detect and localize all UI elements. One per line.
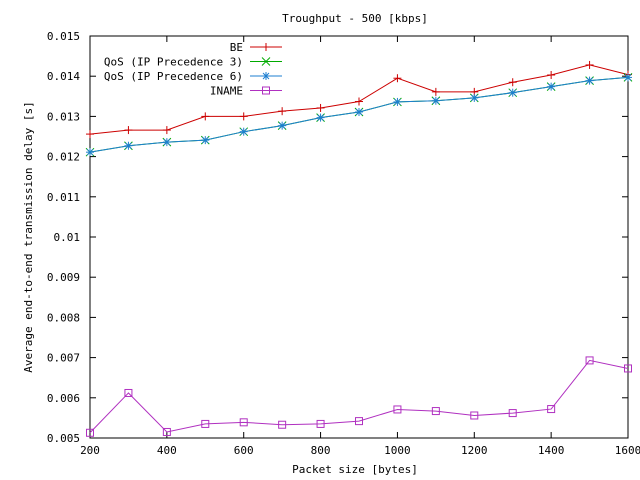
data-point — [278, 420, 287, 429]
data-point — [547, 405, 556, 414]
data-point — [162, 138, 171, 147]
legend-entry: QoS (IP Precedence 3) — [104, 56, 282, 69]
y-tick-label: 0.01 — [54, 231, 81, 244]
data-point — [547, 70, 556, 79]
y-tick-label: 0.013 — [47, 110, 80, 123]
data-point — [239, 418, 248, 427]
series-layer — [85, 60, 633, 437]
x-tick-label: 1400 — [538, 444, 565, 457]
legend-label: INAME — [210, 85, 243, 98]
y-tick-label: 0.015 — [47, 30, 80, 43]
data-point — [162, 126, 171, 135]
series-4 — [86, 356, 632, 437]
data-point — [355, 417, 363, 426]
y-axis-label: Average end-to-end transmission delay [s… — [22, 101, 35, 373]
legend-marker — [262, 72, 270, 80]
data-point — [86, 428, 94, 437]
data-point — [201, 419, 210, 428]
data-point — [508, 88, 517, 97]
legend-marker — [262, 86, 270, 95]
data-point — [316, 419, 325, 428]
data-point — [278, 107, 287, 116]
data-point — [393, 405, 402, 414]
data-point — [508, 409, 517, 418]
x-tick-label: 600 — [234, 444, 254, 457]
data-point — [316, 103, 325, 112]
legend: BE QoS (IP Precedence 3)QoS (IP Precedenc… — [104, 41, 282, 98]
legend-label: BE — [230, 41, 243, 54]
data-point — [278, 121, 287, 130]
data-point — [585, 76, 594, 85]
x-tick-label: 400 — [157, 444, 177, 457]
data-point — [393, 74, 402, 83]
legend-label: QoS (IP Precedence 3) — [104, 56, 243, 69]
axis-ticks: 0.005 0.006 0.007 0.008 0.009 0.01 0.011 0.012 0… — [47, 30, 640, 457]
data-point — [316, 113, 325, 122]
data-point — [624, 364, 632, 373]
data-point — [86, 148, 94, 157]
data-point — [162, 427, 171, 436]
y-tick-label: 0.012 — [47, 151, 80, 164]
x-tick-label: 1000 — [384, 444, 411, 457]
data-point — [585, 356, 594, 365]
data-point — [124, 126, 133, 135]
legend-entry: QoS (IP Precedence 6) — [104, 70, 282, 83]
data-point — [393, 97, 402, 106]
data-point — [431, 407, 440, 416]
data-point — [201, 136, 210, 145]
y-tick-label: 0.009 — [47, 271, 80, 284]
legend-marker — [261, 57, 271, 66]
x-tick-label: 1200 — [461, 444, 488, 457]
data-point — [431, 87, 440, 96]
y-tick-label: 0.011 — [47, 191, 80, 204]
data-point — [624, 73, 632, 82]
data-point — [124, 388, 133, 397]
x-tick-label: 1600 — [615, 444, 640, 457]
data-point — [355, 107, 363, 116]
y-tick-label: 0.007 — [47, 352, 80, 365]
legend-entry: INAME — [210, 85, 282, 98]
data-point — [201, 112, 210, 121]
data-point — [239, 127, 248, 136]
data-point — [355, 97, 363, 106]
series-line — [89, 359, 629, 434]
chart-title: Troughput - 500 [kbps] — [282, 12, 428, 25]
x-tick-label: 800 — [311, 444, 331, 457]
y-tick-label: 0.006 — [47, 392, 80, 405]
data-point — [508, 78, 517, 87]
legend-marker — [262, 43, 270, 51]
plot-frame — [89, 35, 629, 439]
series-3 — [86, 73, 632, 157]
data-point — [547, 82, 556, 91]
x-tick-label: 200 — [80, 444, 100, 457]
data-point — [86, 130, 94, 139]
data-point — [470, 411, 479, 420]
data-point — [470, 93, 479, 102]
y-tick-label: 0.005 — [47, 432, 80, 445]
series-1 — [86, 60, 632, 139]
y-tick-label: 0.014 — [47, 70, 80, 83]
data-point — [239, 112, 248, 121]
data-point — [431, 96, 440, 105]
y-tick-label: 0.008 — [47, 311, 80, 324]
legend-entry: BE — [230, 41, 282, 54]
data-point — [585, 60, 594, 69]
legend-label: QoS (IP Precedence 6) — [104, 70, 243, 83]
x-axis-label: Packet size [bytes] — [292, 463, 418, 476]
data-point — [124, 141, 133, 150]
